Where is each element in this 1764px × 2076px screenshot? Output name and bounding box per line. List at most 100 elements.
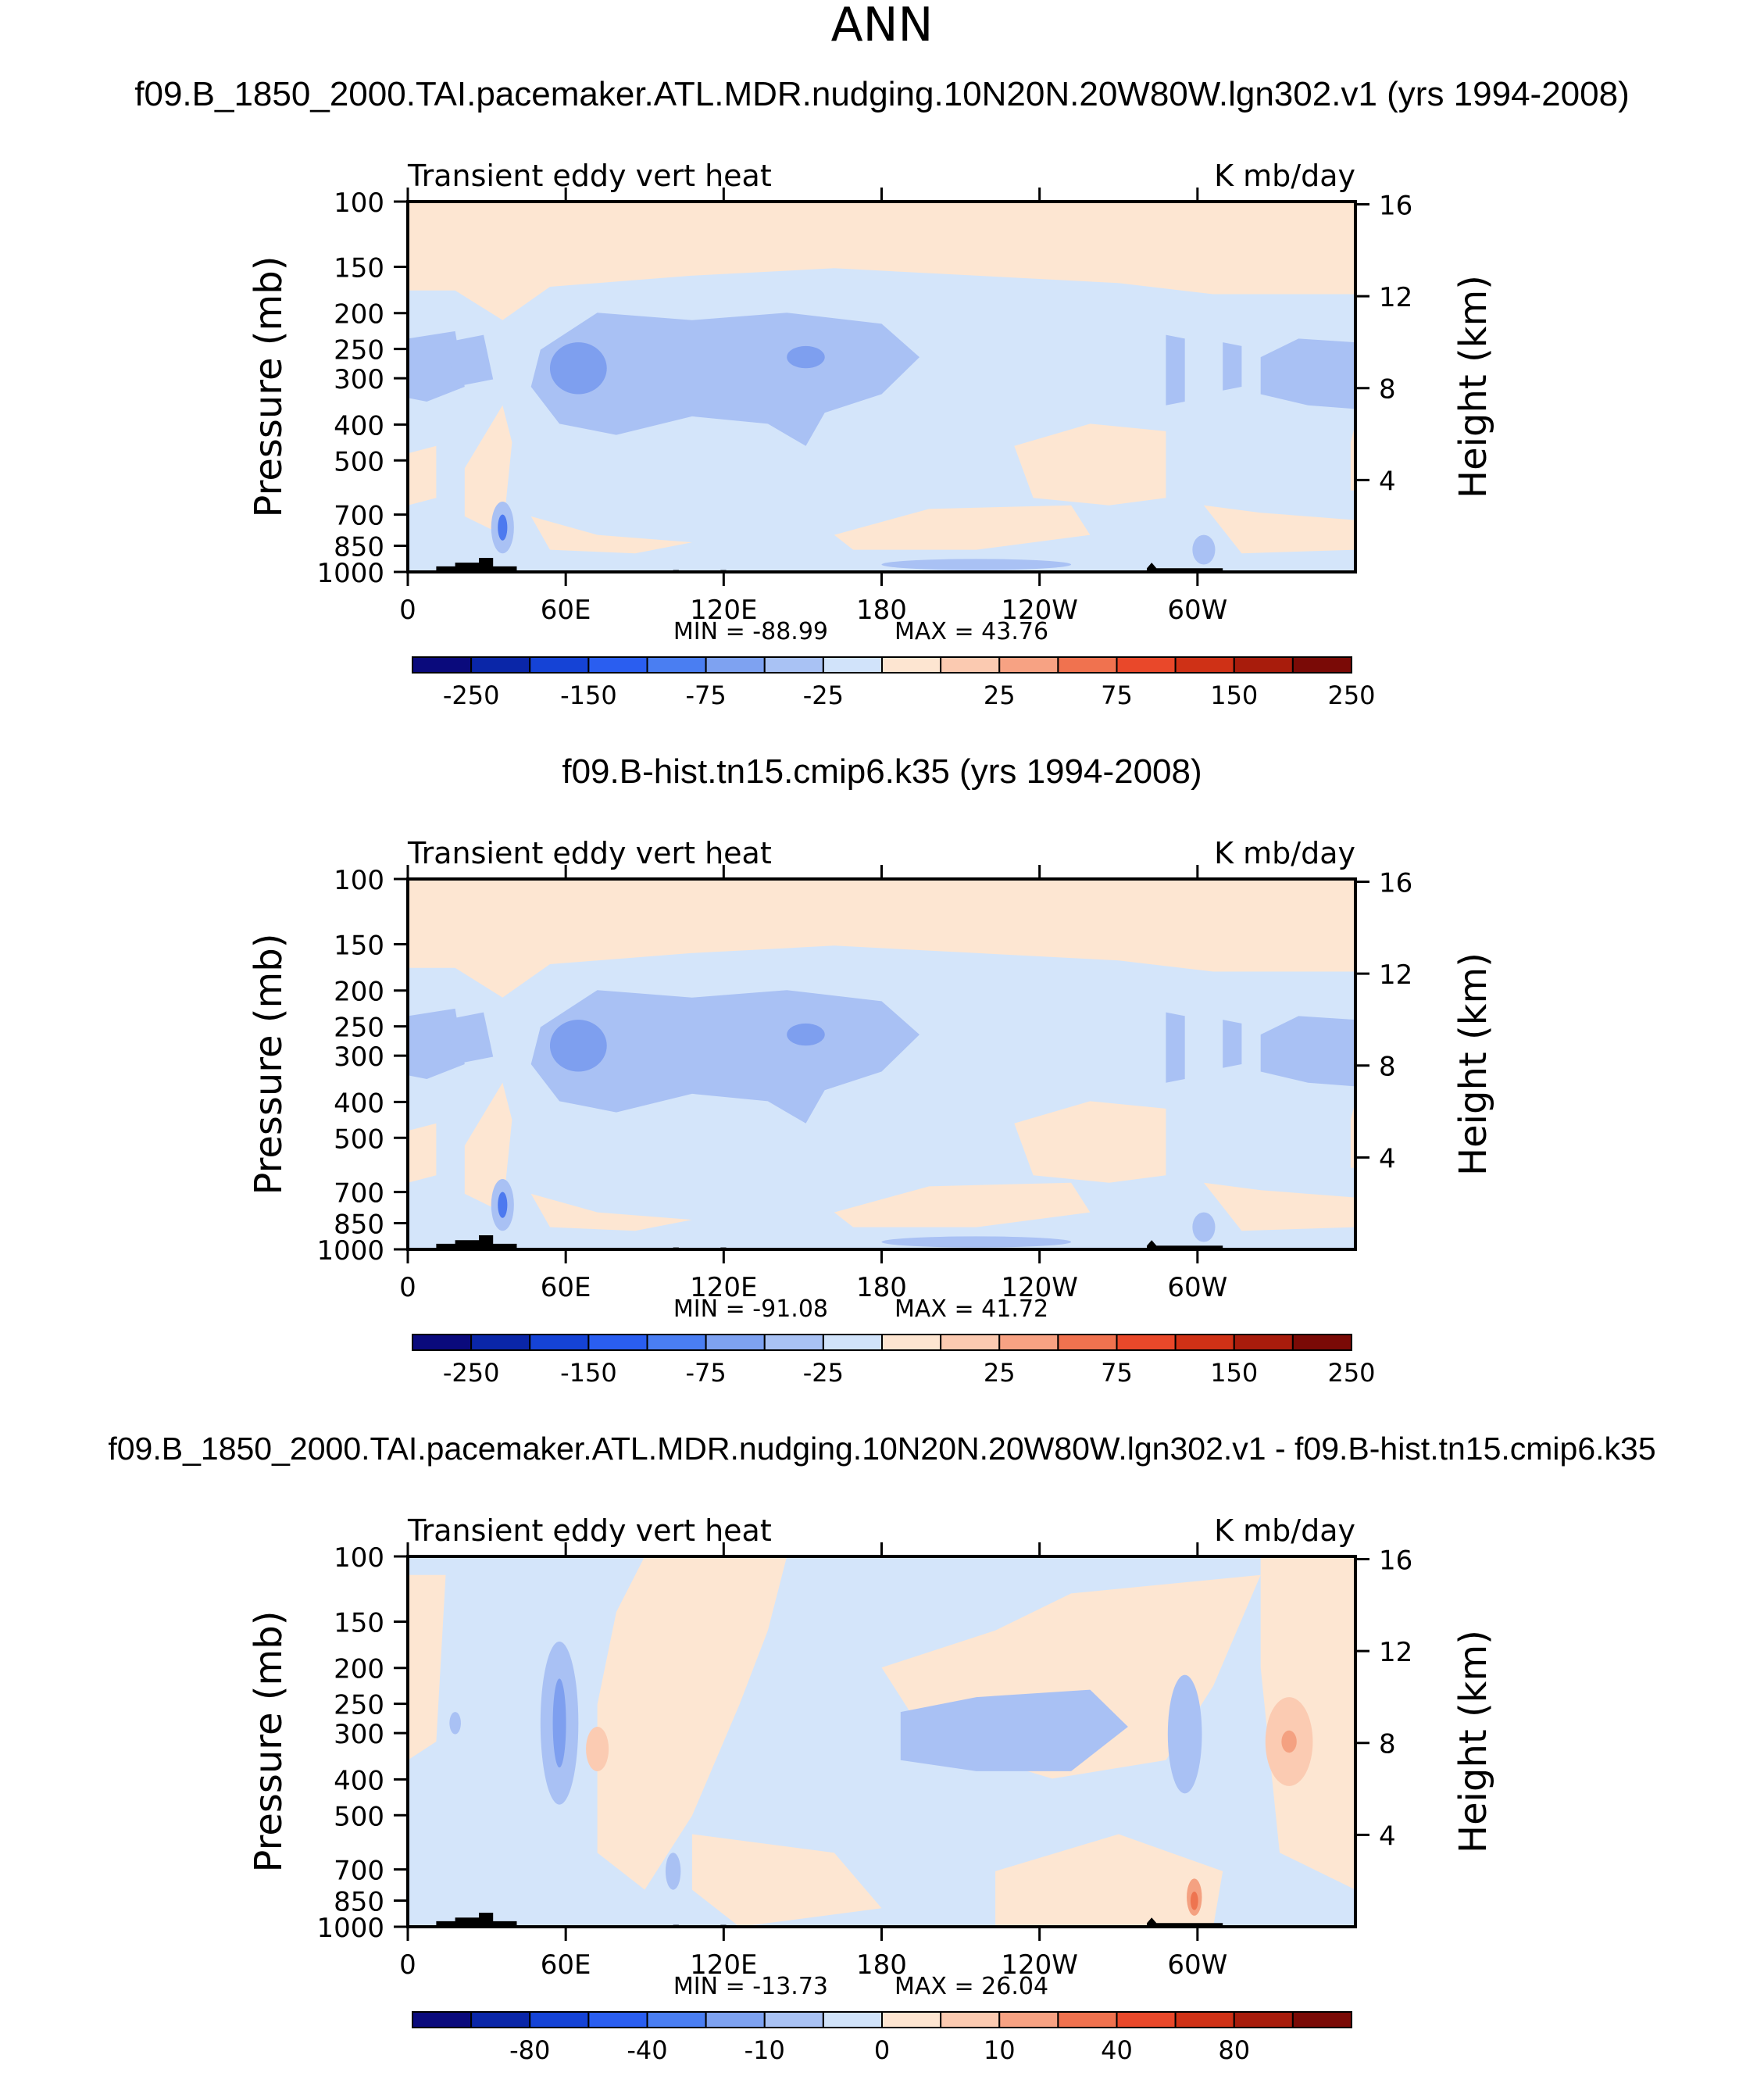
low-level-negative-cell bbox=[1192, 1212, 1216, 1242]
lower-positive-region bbox=[408, 445, 437, 506]
x-tick-label: 120E bbox=[690, 595, 757, 626]
positive-core-deep bbox=[1190, 1891, 1198, 1910]
colorbar-box bbox=[1057, 1334, 1118, 1351]
colorbar-label: 250 bbox=[1327, 1358, 1375, 1388]
y-tick-label: 400 bbox=[334, 410, 384, 441]
x-tick-label: 60W bbox=[1167, 595, 1227, 626]
colorbar-box bbox=[1174, 656, 1235, 674]
positive-core bbox=[586, 1727, 609, 1771]
positive-patch bbox=[995, 1834, 1223, 1927]
colorbar-label: 40 bbox=[1101, 2035, 1133, 2065]
negative-patch bbox=[449, 1712, 461, 1735]
colorbar-box bbox=[587, 656, 648, 674]
colorbar-label: -250 bbox=[443, 1358, 500, 1388]
colorbar-box bbox=[1233, 2011, 1294, 2028]
colorbar-box bbox=[587, 2011, 648, 2028]
contour-field bbox=[408, 202, 1355, 572]
panel-title: f09.B_1850_2000.TAI.pacemaker.ATL.MDR.nu… bbox=[134, 75, 1629, 113]
low-level-negative-cell bbox=[881, 559, 1072, 570]
lower-positive-region bbox=[1014, 1101, 1166, 1183]
figure-title: ANN bbox=[831, 0, 934, 52]
y-right-tick-label: 16 bbox=[1379, 867, 1412, 899]
lower-positive-region bbox=[408, 1123, 437, 1183]
y-tick-label: 200 bbox=[334, 977, 384, 1008]
y-tick-label: 250 bbox=[334, 1690, 384, 1721]
negative-core-strong bbox=[787, 345, 825, 369]
y-tick-label: 700 bbox=[334, 501, 384, 532]
y-right-axis-label: Height (km) bbox=[1452, 952, 1495, 1176]
colorbar-box bbox=[763, 2011, 824, 2028]
x-tick-label: 60E bbox=[541, 1272, 591, 1303]
x-tick-label: 120E bbox=[690, 1949, 757, 1981]
colorbar-box bbox=[763, 1334, 824, 1351]
y-tick-label: 250 bbox=[334, 1013, 384, 1044]
colorbar-box bbox=[470, 1334, 531, 1351]
x-tick-label: 60W bbox=[1167, 1949, 1227, 1981]
y-right-tick-label: 4 bbox=[1379, 466, 1396, 497]
lower-positive-region bbox=[1014, 423, 1166, 506]
min-label: MIN = -88.99 bbox=[673, 618, 828, 645]
x-tick-label: 60W bbox=[1167, 1272, 1227, 1303]
y-tick-label: 1000 bbox=[316, 558, 384, 589]
colorbar-box bbox=[940, 656, 1001, 674]
y-right-tick-label: 12 bbox=[1379, 282, 1412, 313]
y-tick-label: 150 bbox=[334, 930, 384, 961]
y-tick-label: 400 bbox=[334, 1765, 384, 1796]
colorbar-box bbox=[587, 1334, 648, 1351]
lower-positive-region bbox=[530, 516, 692, 554]
land-mask bbox=[1147, 1240, 1223, 1249]
colorbar-box bbox=[1291, 656, 1352, 674]
y-tick-label: 850 bbox=[334, 1210, 384, 1241]
lower-positive-region bbox=[1203, 505, 1355, 554]
colorbar-label: 150 bbox=[1210, 1358, 1258, 1388]
x-tick-label: 0 bbox=[399, 1949, 416, 1981]
x-tick-label: 180 bbox=[856, 595, 907, 626]
colorbar-box bbox=[1116, 2011, 1177, 2028]
negative-core-strong bbox=[787, 1023, 825, 1046]
y-tick-label: 150 bbox=[334, 1607, 384, 1638]
y-tick-label: 850 bbox=[334, 532, 384, 563]
y-tick-label: 1000 bbox=[316, 1913, 384, 1944]
x-tick-label: 60E bbox=[541, 595, 591, 626]
negative-core bbox=[1223, 342, 1242, 391]
colorbar-box bbox=[998, 656, 1059, 674]
colorbar-box bbox=[881, 2011, 942, 2028]
colorbar-box bbox=[822, 656, 883, 674]
colorbar-box bbox=[1174, 2011, 1235, 2028]
negative-core bbox=[1166, 1012, 1185, 1083]
max-label: MAX = 41.72 bbox=[894, 1295, 1048, 1323]
colorbar-box bbox=[646, 656, 707, 674]
y-tick-label: 500 bbox=[334, 1124, 384, 1155]
colorbar-label: -10 bbox=[745, 2035, 785, 2065]
y-right-tick-label: 12 bbox=[1379, 1637, 1412, 1668]
colorbar-box bbox=[822, 1334, 883, 1351]
x-tick-label: 180 bbox=[856, 1272, 907, 1303]
y-tick-label: 850 bbox=[334, 1887, 384, 1918]
chart-panel-1: f09.B_1850_2000.TAI.pacemaker.ATL.MDR.nu… bbox=[134, 75, 1629, 710]
right-string: K mb/day bbox=[1214, 159, 1355, 193]
colorbar-box bbox=[998, 1334, 1059, 1351]
max-label: MAX = 43.76 bbox=[894, 618, 1048, 645]
left-string: Transient eddy vert heat bbox=[407, 1513, 772, 1548]
min-label: MIN = -13.73 bbox=[673, 1973, 828, 2000]
x-tick-label: 60E bbox=[541, 1949, 591, 1981]
y-tick-label: 300 bbox=[334, 1042, 384, 1073]
negative-patch bbox=[900, 1689, 1128, 1771]
x-tick-label: 120E bbox=[690, 1272, 757, 1303]
colorbar-label: 25 bbox=[984, 1358, 1016, 1388]
colorbar-box bbox=[646, 2011, 707, 2028]
y-tick-label: 1000 bbox=[316, 1235, 384, 1267]
land-mask bbox=[1147, 1917, 1223, 1927]
y-right-tick-label: 8 bbox=[1379, 1729, 1396, 1760]
y-tick-label: 100 bbox=[334, 188, 384, 219]
y-tick-label: 100 bbox=[334, 1542, 384, 1574]
negative-core bbox=[530, 990, 919, 1124]
y-right-tick-label: 16 bbox=[1379, 1545, 1412, 1576]
y-right-tick-label: 16 bbox=[1379, 190, 1412, 221]
colorbar-label: 10 bbox=[984, 2035, 1016, 2065]
negative-core bbox=[1166, 334, 1185, 406]
min-label: MIN = -91.08 bbox=[673, 1295, 828, 1323]
upper-positive-band bbox=[408, 879, 1355, 998]
y-tick-label: 150 bbox=[334, 252, 384, 284]
